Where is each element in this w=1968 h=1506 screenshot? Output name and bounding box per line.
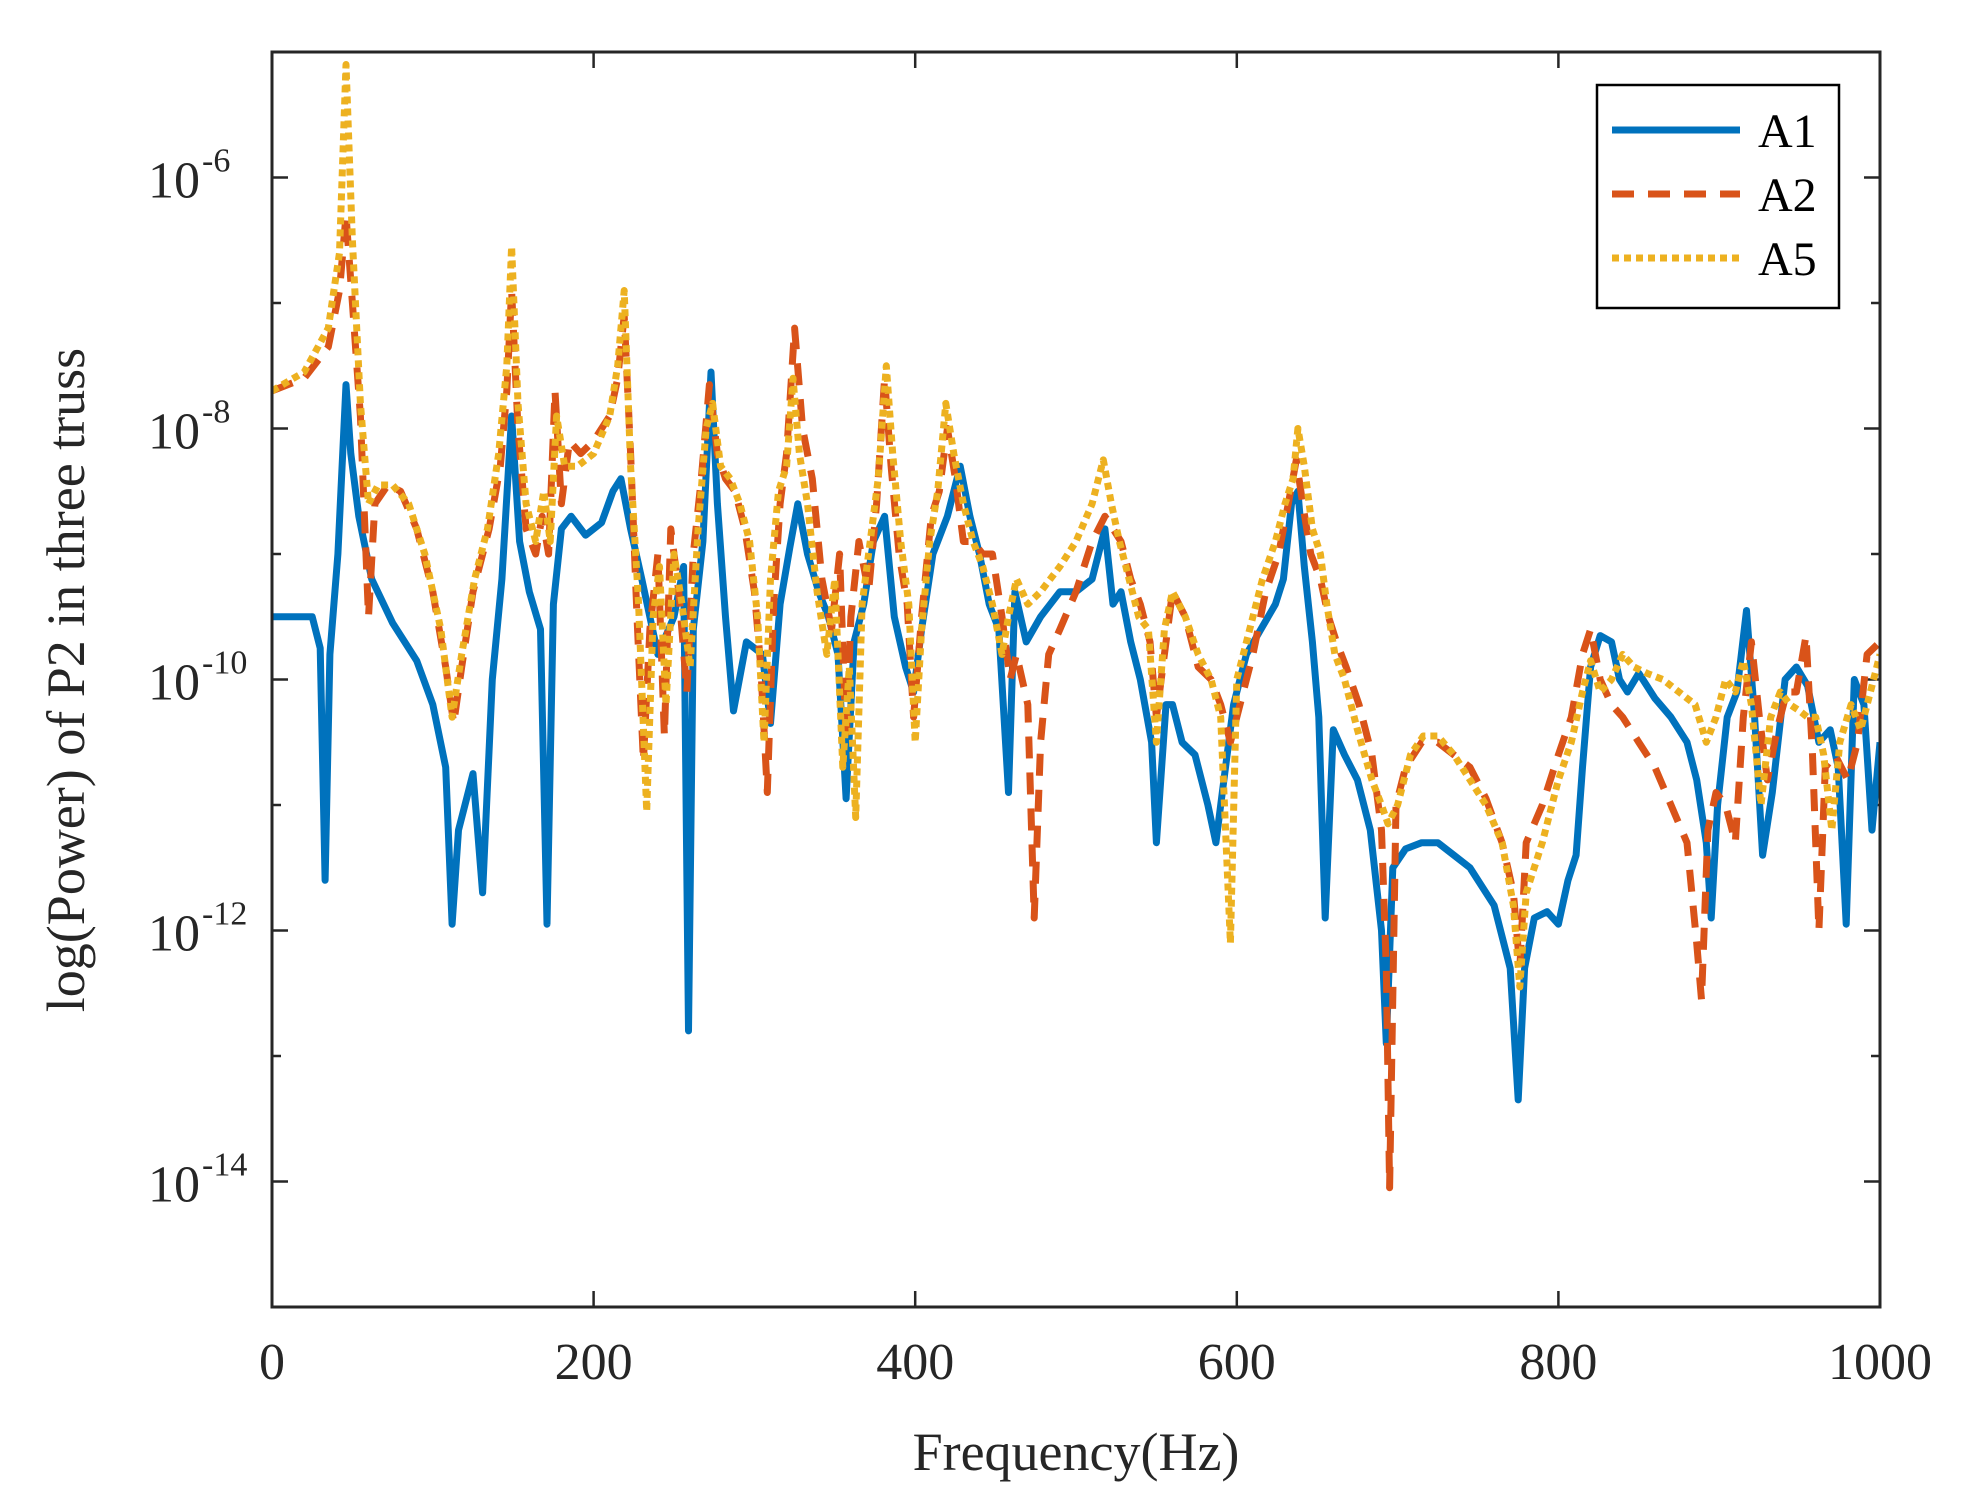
- x-tick-label: 1000: [1828, 1334, 1932, 1391]
- legend-label-A1: A1: [1758, 105, 1817, 158]
- x-tick-label: 400: [876, 1334, 954, 1391]
- y-tick-label-exponent: -12: [202, 896, 247, 933]
- x-axis-label: Frequency(Hz): [913, 1422, 1240, 1482]
- series-layer: [272, 61, 1880, 1192]
- y-tick-label-base: 10: [148, 404, 200, 461]
- series-line-A5: [272, 61, 1880, 991]
- y-tick-label-exponent: -14: [202, 1147, 247, 1184]
- legend-box: [1595, 83, 1841, 310]
- y-tick-label-base: 10: [148, 655, 200, 712]
- x-tick-label: 600: [1198, 1334, 1276, 1391]
- series-line-A1: [272, 368, 1880, 1104]
- y-tick-label-exponent: -8: [202, 394, 230, 431]
- x-tick-label: 0: [259, 1334, 285, 1391]
- x-tick-labels: 0 200 400 600 800 1000: [259, 1334, 1932, 1391]
- legend-label-A5: A5: [1758, 233, 1817, 286]
- x-tick-label: 800: [1519, 1334, 1597, 1391]
- plot-frame: [270, 50, 1882, 1309]
- x-tick-label: 200: [555, 1334, 633, 1391]
- legend-label-A2: A2: [1758, 169, 1817, 222]
- y-tick-label-base: 10: [148, 153, 200, 210]
- legend: A1 A2 A5: [1595, 83, 1841, 310]
- y-tick-label-exponent: -10: [202, 645, 247, 682]
- y-axis-label: log(Power) of P2 in three truss: [36, 348, 96, 1012]
- y-tick-label-base: 10: [148, 906, 200, 963]
- y-tick-label-base: 10: [148, 1157, 200, 1214]
- y-tick-label-exponent: -6: [202, 143, 230, 180]
